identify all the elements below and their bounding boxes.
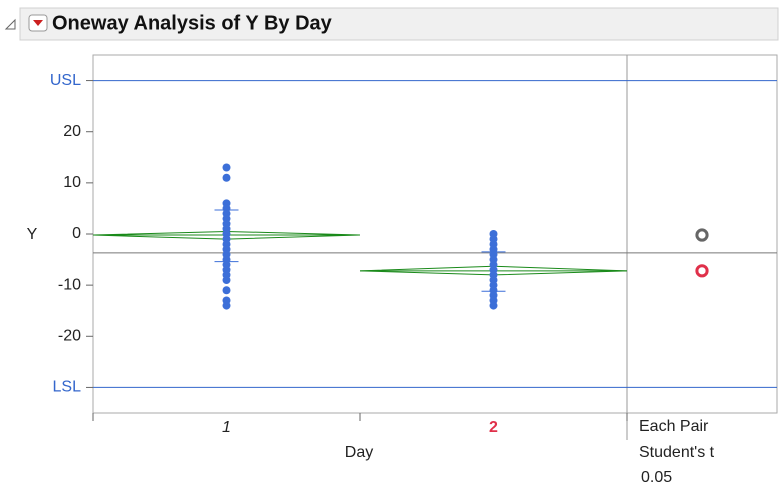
header-bar (19, 7, 779, 41)
alpha-label: 0.05 (641, 469, 672, 486)
data-point (222, 173, 231, 182)
data-point (222, 286, 231, 295)
y-axis-label: Y (27, 226, 38, 243)
menu-arrow (33, 20, 43, 26)
comparison-circle (695, 228, 709, 242)
y-tick-label: 20 (63, 123, 81, 140)
data-point (222, 301, 231, 310)
y-tick-label: -10 (58, 276, 81, 293)
y-tick-label: 10 (63, 174, 81, 191)
chart-title: Oneway Analysis of Y By Day (52, 12, 333, 34)
data-point (222, 276, 231, 285)
y-tick-label: 0 (72, 225, 81, 242)
x-tick-label: 1 (222, 419, 231, 436)
x-tick-label: 2 (489, 419, 498, 436)
method-label: Student's t (639, 444, 715, 461)
collapse-icon[interactable] (4, 18, 16, 30)
y-tick-label: LSL (53, 379, 82, 396)
method-label: Each Pair (639, 418, 709, 435)
comparison-circle (695, 264, 709, 278)
data-point (222, 163, 231, 172)
y-tick-label: -20 (58, 328, 81, 345)
plot-frame (92, 54, 778, 414)
data-point (489, 301, 498, 310)
y-tick-label: USL (50, 72, 81, 89)
x-axis-label: Day (345, 444, 373, 461)
